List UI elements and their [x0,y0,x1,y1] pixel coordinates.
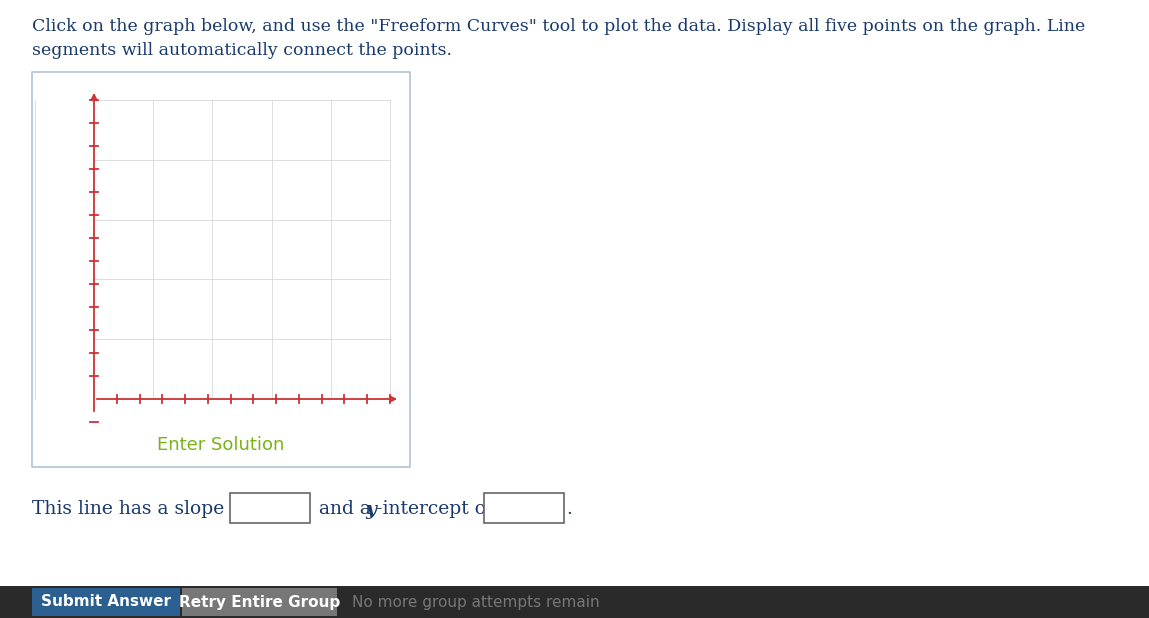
Bar [484,493,564,523]
Text: Click on the graph below, and use the "Freeform Curves" tool to plot the data. D: Click on the graph below, and use the "F… [32,18,1086,35]
Text: No more group attempts remain: No more group attempts remain [352,595,600,609]
Text: This line has a slope of: This line has a slope of [32,500,248,518]
Bar [230,493,310,523]
Bar [182,588,337,616]
Text: .: . [566,500,572,518]
Bar [0,586,1149,618]
Bar [32,588,180,616]
Text: segments will automatically connect the points.: segments will automatically connect the … [32,42,452,59]
Bar [32,72,410,467]
Text: y: y [365,501,376,519]
Text: and a: and a [319,500,377,518]
Text: Submit Answer: Submit Answer [41,595,171,609]
Text: -intercept of: -intercept of [376,500,493,518]
Text: Retry Entire Group: Retry Entire Group [179,595,340,609]
Text: Enter Solution: Enter Solution [157,436,285,454]
